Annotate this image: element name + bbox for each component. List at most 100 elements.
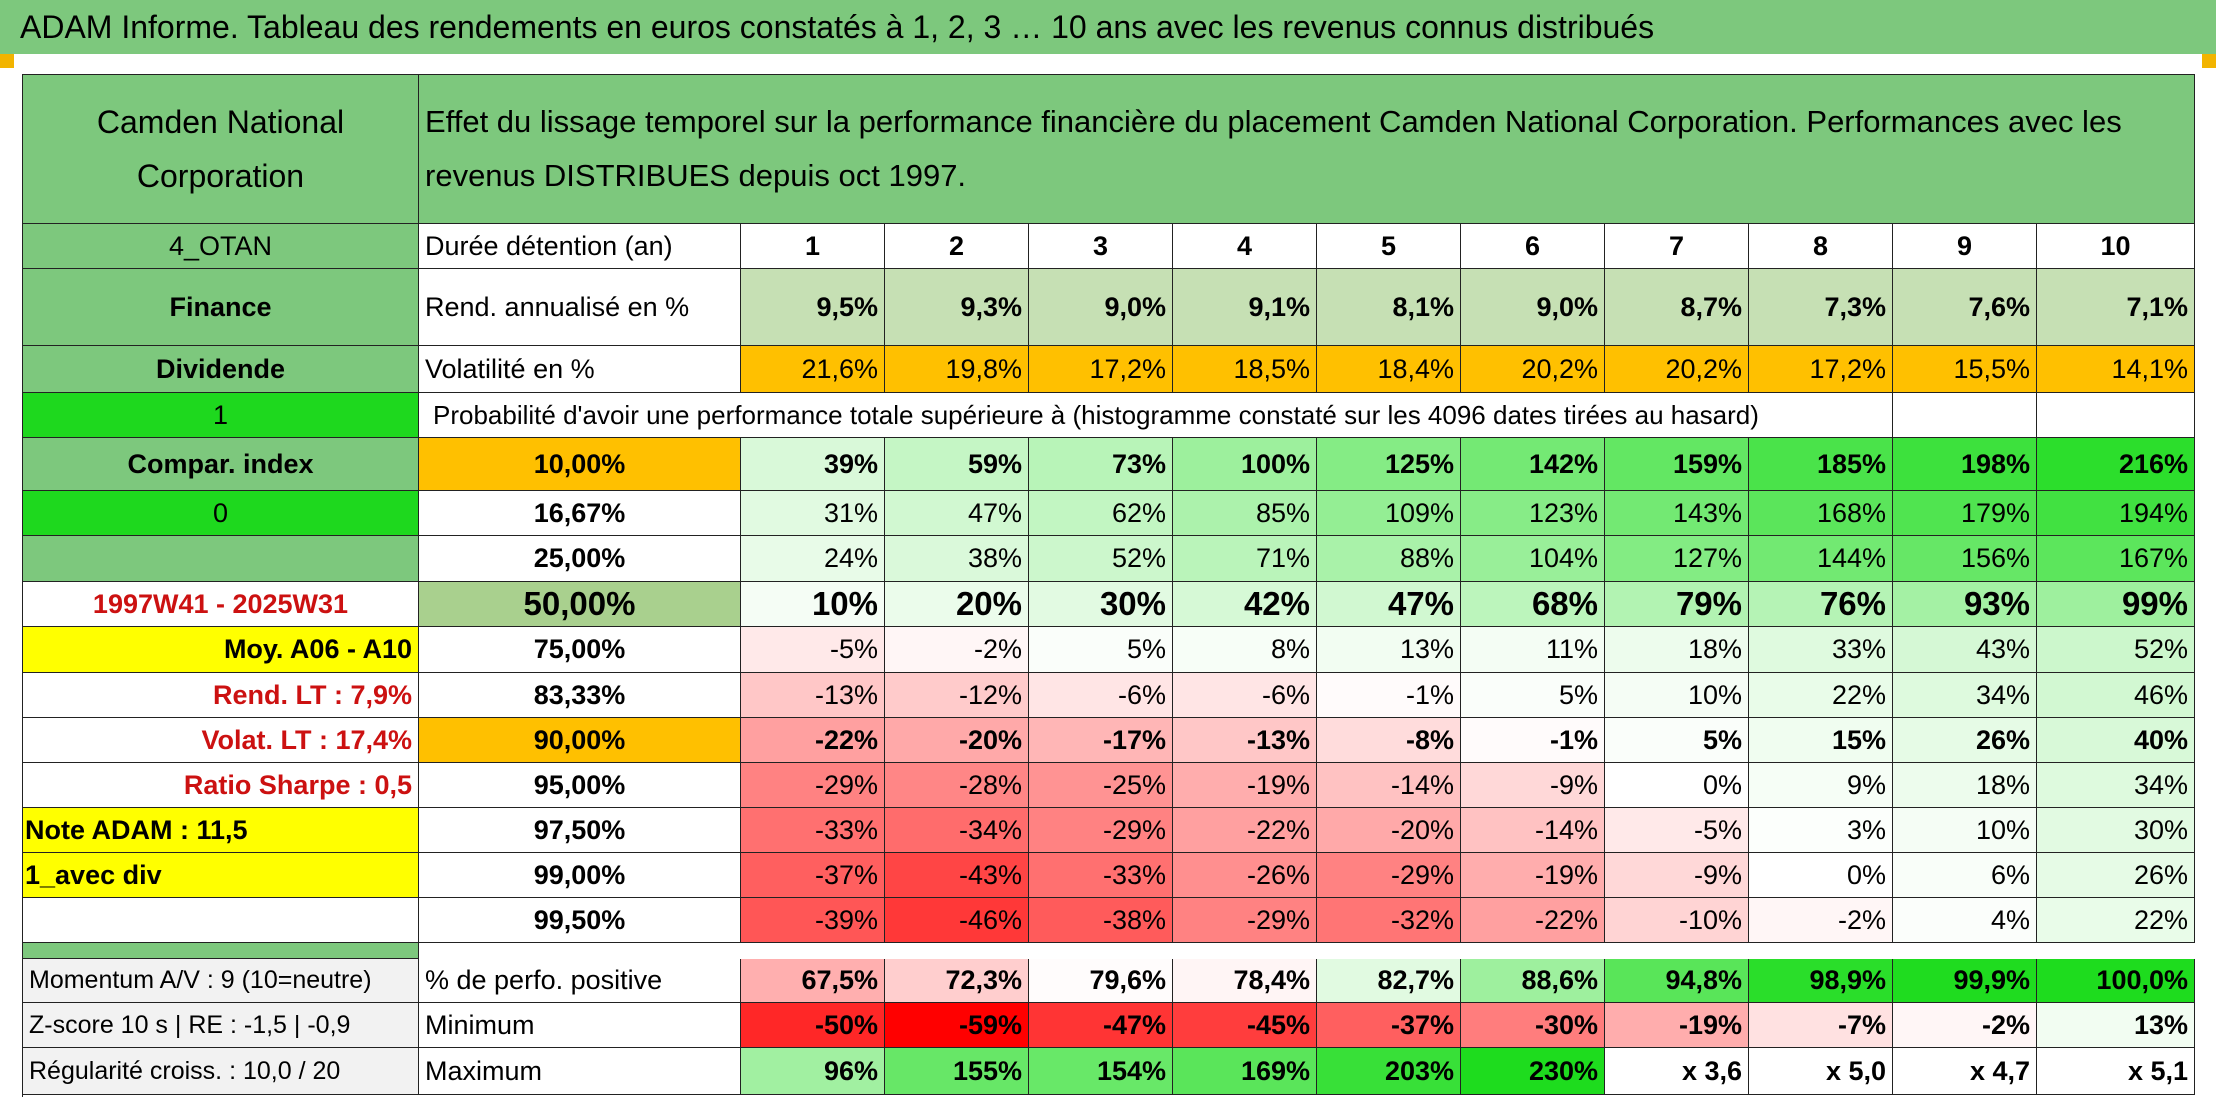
probability-value: 0% xyxy=(1605,763,1749,808)
volat-value: 17,2% xyxy=(1749,346,1893,393)
probability-value: 5% xyxy=(1605,718,1749,763)
percentile-label: 25,00% xyxy=(419,536,741,582)
momentum-label: Momentum A/V : 9 (10=neutre) xyxy=(23,959,419,1003)
regularite-label: Régularité croiss. : 10,0 / 20 xyxy=(23,1048,419,1095)
probability-value: 142% xyxy=(1461,438,1605,491)
probability-value: 22% xyxy=(2037,898,2195,943)
percentile-label: 16,67% xyxy=(419,491,741,536)
probability-value: 10% xyxy=(741,582,885,627)
probability-value: 15% xyxy=(1749,718,1893,763)
performance-table: Camden National Corporation Effet du liss… xyxy=(22,74,2195,1097)
sector-label: Finance xyxy=(23,269,419,346)
probability-value: -33% xyxy=(1029,853,1173,898)
probability-value: -14% xyxy=(1317,763,1461,808)
minimum-label: Minimum xyxy=(419,1003,741,1048)
volat-value: 17,2% xyxy=(1029,346,1173,393)
code-label: 4_OTAN xyxy=(23,224,419,269)
probability-value: 99% xyxy=(2037,582,2195,627)
probability-value: -2% xyxy=(885,627,1029,673)
type-label: Dividende xyxy=(23,346,419,393)
probability-value: 76% xyxy=(1749,582,1893,627)
minimum-value: -50% xyxy=(741,1003,885,1048)
volat-value: 14,1% xyxy=(2037,346,2195,393)
blank-cell xyxy=(2037,393,2195,438)
positive-value: 99,9% xyxy=(1893,959,2037,1003)
moyenne-label: Moy. A06 - A10 xyxy=(23,627,419,673)
probability-value: 38% xyxy=(885,536,1029,582)
maximum-value: x 5,1 xyxy=(2037,1048,2195,1095)
table-description: Effet du lissage temporel sur la perform… xyxy=(419,75,2195,224)
probability-value: 73% xyxy=(1029,438,1173,491)
maximum-value: 155% xyxy=(885,1048,1029,1095)
probability-value: 88% xyxy=(1317,536,1461,582)
probability-value: 159% xyxy=(1605,438,1749,491)
probability-value: -22% xyxy=(1173,808,1317,853)
probability-value: 68% xyxy=(1461,582,1605,627)
probability-value: 143% xyxy=(1605,491,1749,536)
probability-value: -9% xyxy=(1605,853,1749,898)
minimum-value: -19% xyxy=(1605,1003,1749,1048)
probability-value: -6% xyxy=(1029,673,1173,718)
probability-value: -9% xyxy=(1461,763,1605,808)
probability-value: 10% xyxy=(1893,808,2037,853)
year-header: 10 xyxy=(2037,224,2195,269)
probability-value: -38% xyxy=(1029,898,1173,943)
rend-value: 8,7% xyxy=(1605,269,1749,346)
probability-value: 8% xyxy=(1173,627,1317,673)
probability-value: 156% xyxy=(1893,536,2037,582)
year-header: 5 xyxy=(1317,224,1461,269)
minimum-value: -47% xyxy=(1029,1003,1173,1048)
volat-value: 19,8% xyxy=(885,346,1029,393)
rend-value: 9,3% xyxy=(885,269,1029,346)
probability-value: 5% xyxy=(1029,627,1173,673)
percentile-label: 99,00% xyxy=(419,853,741,898)
probability-value: -8% xyxy=(1317,718,1461,763)
separator-strip xyxy=(23,943,419,959)
rend-value: 9,0% xyxy=(1461,269,1605,346)
blank-sidebar-cell xyxy=(23,536,419,582)
probability-value: 52% xyxy=(2037,627,2195,673)
probability-value: -10% xyxy=(1605,898,1749,943)
probability-value: -19% xyxy=(1173,763,1317,808)
probability-value: 39% xyxy=(741,438,885,491)
rend-value: 8,1% xyxy=(1317,269,1461,346)
minimum-value: -30% xyxy=(1461,1003,1605,1048)
probability-value: -6% xyxy=(1173,673,1317,718)
probability-value: 22% xyxy=(1749,673,1893,718)
probability-value: -37% xyxy=(741,853,885,898)
probability-value: 42% xyxy=(1173,582,1317,627)
maximum-value: 203% xyxy=(1317,1048,1461,1095)
probability-value: -20% xyxy=(1317,808,1461,853)
probability-value: -5% xyxy=(741,627,885,673)
probability-value: 26% xyxy=(2037,853,2195,898)
positive-value: 94,8% xyxy=(1605,959,1749,1003)
positive-value: 72,3% xyxy=(885,959,1029,1003)
probability-value: -13% xyxy=(1173,718,1317,763)
minimum-value: -37% xyxy=(1317,1003,1461,1048)
probability-value: -32% xyxy=(1317,898,1461,943)
probability-value: -12% xyxy=(885,673,1029,718)
minimum-value: -2% xyxy=(1893,1003,2037,1048)
probability-value: -13% xyxy=(741,673,885,718)
percentile-label: 99,50% xyxy=(419,898,741,943)
probability-value: -25% xyxy=(1029,763,1173,808)
probability-value: -33% xyxy=(741,808,885,853)
probability-value: 5% xyxy=(1461,673,1605,718)
probability-value: -17% xyxy=(1029,718,1173,763)
maximum-value: 230% xyxy=(1461,1048,1605,1095)
maximum-value: x 3,6 xyxy=(1605,1048,1749,1095)
percentile-label: 83,33% xyxy=(419,673,741,718)
probability-value: 10% xyxy=(1605,673,1749,718)
probability-value: 33% xyxy=(1749,627,1893,673)
volat-value: 20,2% xyxy=(1605,346,1749,393)
probability-value: -29% xyxy=(1317,853,1461,898)
minimum-value: 13% xyxy=(2037,1003,2195,1048)
probability-value: 30% xyxy=(1029,582,1173,627)
probability-value: 34% xyxy=(2037,763,2195,808)
maximum-value: 96% xyxy=(741,1048,885,1095)
probability-value: 100% xyxy=(1173,438,1317,491)
year-header: 2 xyxy=(885,224,1029,269)
probability-value: 198% xyxy=(1893,438,2037,491)
probability-value: -2% xyxy=(1749,898,1893,943)
volat-lt-label: Volat. LT : 17,4% xyxy=(23,718,419,763)
